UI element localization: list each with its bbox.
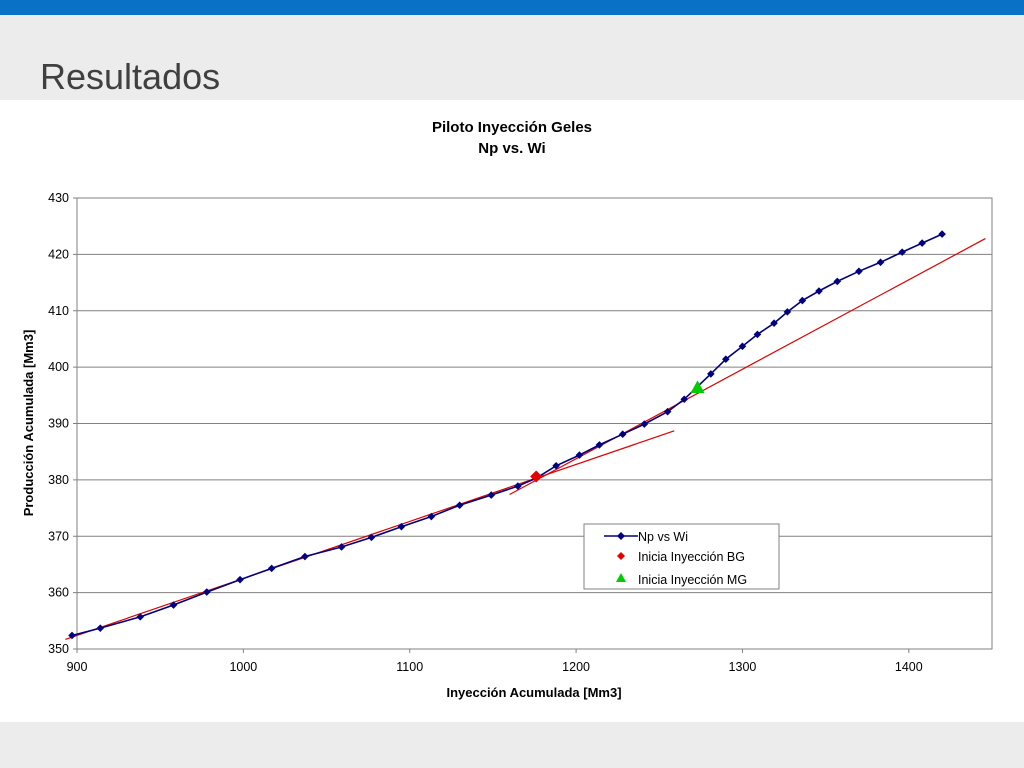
- x-tick-label: 900: [67, 660, 88, 674]
- y-tick-label: 420: [48, 247, 69, 261]
- slide-footer: [0, 722, 1024, 768]
- legend-mg-label: Inicia Inyección MG: [638, 573, 747, 587]
- y-axis-label: Producción Acumulada [Mm3]: [21, 330, 36, 517]
- data-point: [798, 296, 807, 305]
- x-tick-label: 1000: [229, 660, 257, 674]
- data-point: [690, 380, 705, 394]
- data-point: [552, 461, 560, 470]
- series-group: [68, 230, 946, 640]
- data-point: [169, 601, 178, 609]
- x-tick-label: 1200: [562, 660, 590, 674]
- data-point: [855, 267, 863, 276]
- x-axis-label: Inyección Acumulada [Mm3]: [446, 685, 621, 700]
- data-point: [397, 522, 406, 531]
- top-accent-bar: [0, 0, 1024, 15]
- data-point: [514, 482, 522, 490]
- data-point: [337, 543, 346, 551]
- chart-subtitle: Np vs. Wi: [478, 140, 545, 157]
- data-point: [136, 613, 145, 621]
- chart: Piloto Inyección Geles Np vs. Wi 3503603…: [21, 119, 993, 700]
- x-tick-label: 1100: [396, 660, 423, 674]
- series-1: [530, 470, 543, 483]
- y-tick-label: 430: [48, 191, 69, 205]
- legend-box: [583, 523, 780, 590]
- data-point: [267, 564, 276, 573]
- y-tick-label: 360: [48, 586, 69, 600]
- data-point: [530, 470, 543, 483]
- y-tick-label: 380: [48, 473, 69, 487]
- x-tick-label: 1300: [729, 660, 757, 674]
- trendlines: [65, 238, 986, 640]
- data-point: [301, 552, 309, 561]
- data-point: [618, 430, 627, 439]
- slide-title: Resultados: [40, 56, 221, 97]
- data-point: [367, 533, 376, 542]
- data-point: [487, 491, 496, 499]
- data-point: [876, 258, 885, 267]
- slide-header: [0, 15, 1024, 100]
- legend-series-marker: [617, 532, 625, 540]
- x-tick-label: 1400: [895, 660, 923, 674]
- data-point: [707, 370, 715, 378]
- y-tick-label: 390: [48, 417, 69, 431]
- data-point: [96, 624, 105, 632]
- legend-series-label: Np vs Wi: [638, 530, 688, 544]
- chart-title: Piloto Inyección Geles: [432, 119, 592, 136]
- data-point: [783, 308, 792, 316]
- data-point: [427, 512, 436, 521]
- slide-content: Piloto Inyección Geles Np vs. Wi 350 360 3…: [0, 100, 1024, 722]
- legend-bg-label: Inicia Inyección BG: [638, 550, 745, 564]
- data-point: [663, 407, 672, 416]
- data-point: [595, 441, 604, 449]
- data-point: [575, 451, 584, 459]
- series-0: [68, 230, 946, 640]
- series-2: [690, 380, 705, 394]
- legend-bg-marker: [617, 552, 625, 560]
- y-tick-label: 410: [48, 304, 69, 318]
- data-point: [202, 588, 211, 596]
- data-point: [770, 319, 778, 327]
- data-point: [833, 277, 842, 286]
- y-tick-label: 400: [48, 360, 69, 374]
- data-point: [898, 248, 906, 256]
- data-point: [680, 395, 689, 404]
- legend-mg-marker: [616, 573, 626, 582]
- y-tick-label: 370: [48, 529, 69, 543]
- data-point: [455, 501, 464, 510]
- gridlines: [77, 253, 992, 594]
- data-point: [738, 342, 747, 351]
- trendline: [509, 238, 986, 496]
- trendline: [65, 430, 675, 640]
- data-point: [938, 230, 946, 238]
- data-point: [68, 631, 76, 640]
- legend: Np vs Wi Inicia Inyección BG Inicia Inye…: [583, 523, 780, 590]
- series-line: [71, 233, 943, 637]
- data-point: [722, 355, 730, 364]
- data-point: [236, 575, 244, 584]
- data-point: [815, 287, 823, 295]
- y-axis-ticks: 350 360 370 380 390 400 410 420 430: [48, 191, 77, 656]
- y-tick-label: 350: [48, 642, 69, 656]
- data-point: [640, 420, 649, 428]
- x-axis-ticks: 900 1000 1100 1200 1300 1400: [67, 649, 923, 674]
- data-point: [918, 239, 926, 247]
- data-point: [753, 330, 762, 339]
